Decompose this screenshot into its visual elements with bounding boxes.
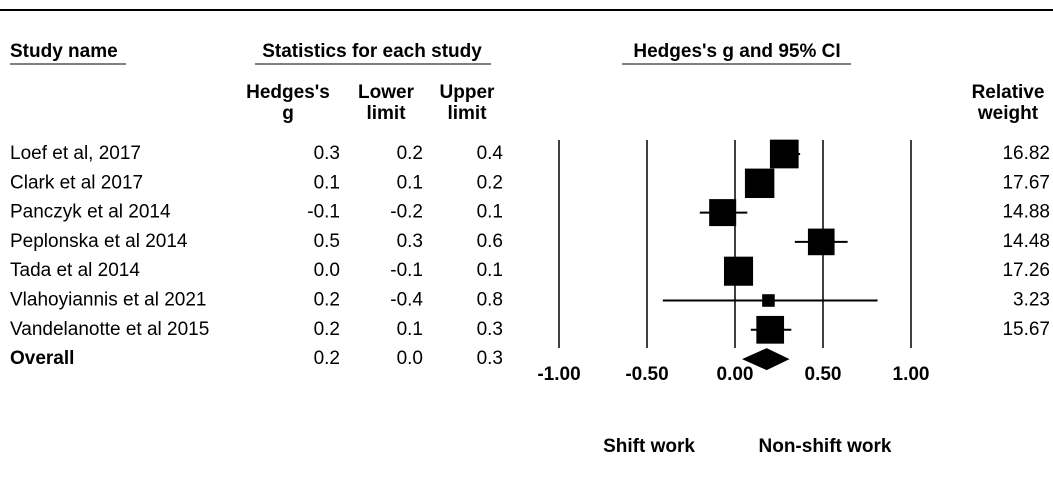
header-upper: Upper limit (439, 82, 495, 124)
weight-value: 14.48 (1002, 231, 1050, 252)
header-study: Study name (10, 41, 118, 62)
effect-square (807, 228, 835, 256)
x-tick-label: -1.00 (537, 364, 580, 385)
weight-value: 15.67 (1002, 319, 1050, 340)
effect-square (756, 315, 785, 344)
header-lower: Lower limit (358, 82, 414, 124)
lower-value: 0.1 (397, 172, 423, 193)
overall-g: 0.2 (314, 348, 340, 369)
g-value: -0.1 (307, 202, 340, 223)
lower-value: -0.4 (390, 290, 423, 311)
header-weight: Relative weight (971, 82, 1045, 124)
study-name: Loef et al, 2017 (10, 143, 141, 164)
effect-square (762, 294, 775, 307)
overall-upper: 0.3 (477, 348, 503, 369)
g-value: 0.3 (314, 143, 340, 164)
upper-value: 0.1 (477, 260, 503, 281)
study-name: Vlahoyiannis et al 2021 (10, 290, 206, 311)
lower-value: -0.1 (390, 260, 423, 281)
upper-value: 0.2 (477, 172, 503, 193)
g-value: 0.2 (314, 290, 340, 311)
x-tick-label: 1.00 (893, 364, 930, 385)
g-value: 0.5 (314, 231, 340, 252)
study-name: Peplonska et al 2014 (10, 231, 188, 252)
upper-value: 0.1 (477, 202, 503, 223)
study-name: Tada et al 2014 (10, 260, 140, 281)
g-value: 0.2 (314, 319, 340, 340)
x-tick-label: 0.50 (805, 364, 842, 385)
axis-label-right: Non-shift work (759, 436, 892, 457)
g-value: 0.1 (314, 172, 340, 193)
header-stats: Statistics for each study (262, 41, 482, 62)
upper-value: 0.8 (477, 290, 503, 311)
study-name: Vandelanotte et al 2015 (10, 319, 209, 340)
overall-name: Overall (10, 348, 74, 369)
study-name: Panczyk et al 2014 (10, 202, 171, 223)
weight-value: 3.23 (1013, 290, 1050, 311)
x-tick-label: -0.50 (625, 364, 668, 385)
lower-value: 0.1 (397, 319, 423, 340)
lower-value: 0.2 (397, 143, 423, 164)
weight-value: 17.26 (1002, 260, 1050, 281)
axis-label-left: Shift work (603, 436, 695, 457)
overall-diamond (742, 348, 790, 371)
header-plot: Hedges's g and 95% CI (633, 41, 840, 62)
effect-square (709, 199, 737, 227)
g-value: 0.0 (314, 260, 340, 281)
effect-square (744, 168, 775, 199)
effect-square (723, 256, 754, 286)
header-g: Hedges's g (246, 82, 330, 124)
upper-value: 0.3 (477, 319, 503, 340)
weight-value: 14.88 (1002, 202, 1050, 223)
upper-value: 0.6 (477, 231, 503, 252)
lower-value: 0.3 (397, 231, 423, 252)
lower-value: -0.2 (390, 202, 423, 223)
study-name: Clark et al 2017 (10, 172, 143, 193)
overall-lower: 0.0 (397, 348, 423, 369)
x-tick-label: 0.00 (717, 364, 754, 385)
weight-value: 16.82 (1002, 143, 1050, 164)
upper-value: 0.4 (477, 143, 504, 164)
weight-value: 17.67 (1002, 172, 1050, 193)
effect-square (769, 139, 799, 169)
